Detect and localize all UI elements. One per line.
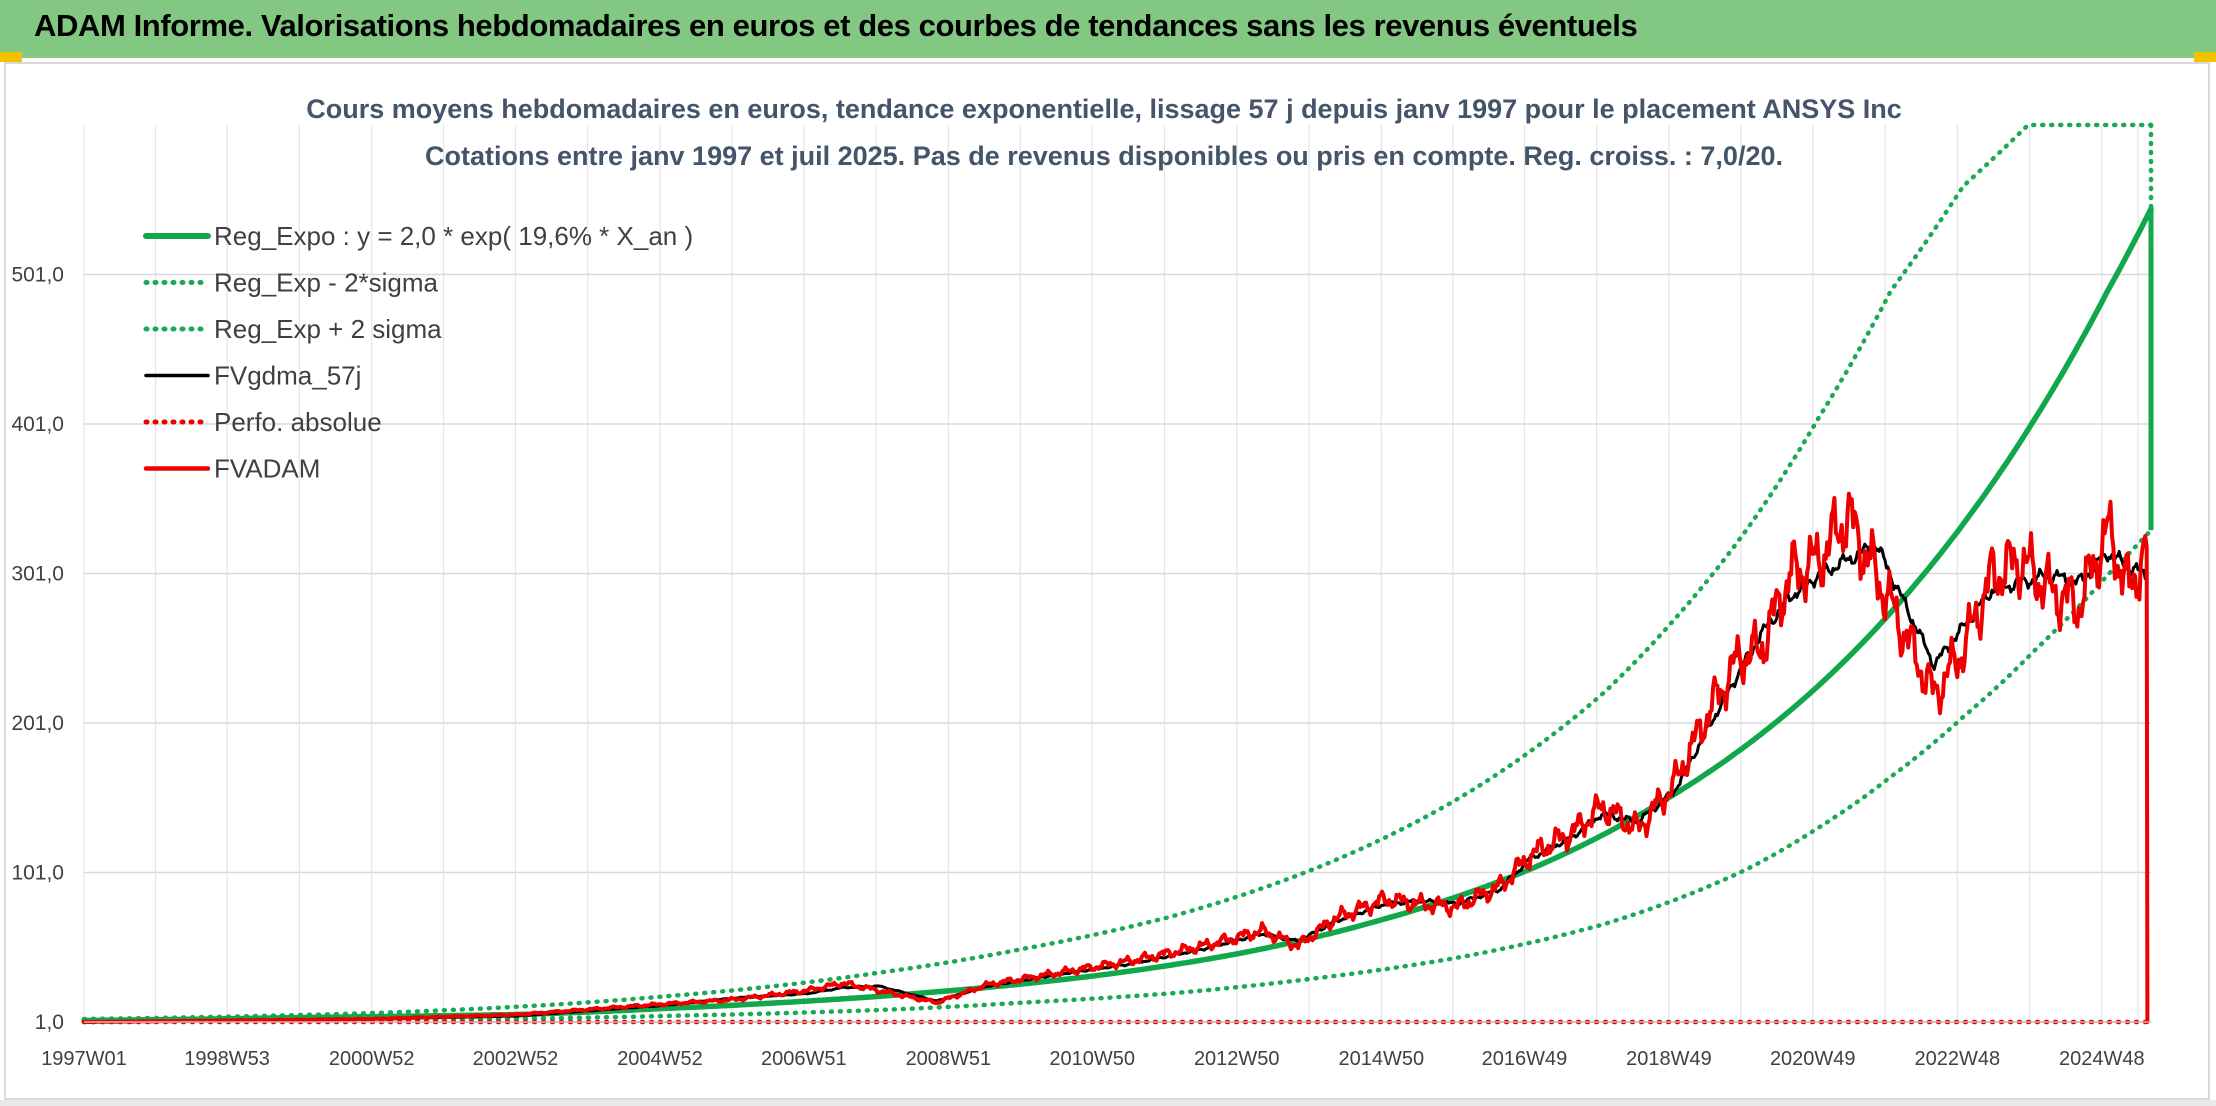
y-tick-label: 501,0 — [11, 264, 64, 287]
band-upper-line — [81, 122, 2154, 1022]
grid-layer — [83, 125, 2151, 1023]
x-tick-label: 2020W49 — [1770, 1048, 1856, 1070]
x-tick-label: 2024W48 — [2059, 1048, 2145, 1070]
smoothed-line — [82, 542, 2149, 1024]
y-tick-label: 401,0 — [11, 413, 64, 436]
x-tick-label: 2002W52 — [473, 1048, 559, 1070]
legend-label: Perfo. absolue — [214, 407, 382, 437]
x-tick-label: 2012W50 — [1194, 1048, 1280, 1070]
chart-title-line-2: Cotations entre janv 1997 et juil 2025. … — [425, 141, 1783, 171]
chart-frame — [4, 62, 2210, 1100]
band-lower-line — [81, 527, 2154, 1025]
chart-title-block: Cours moyens hebdomadaires en euros, ten… — [306, 94, 1902, 171]
legend-label: Reg_Exp - 2*sigma — [214, 268, 439, 298]
x-tick-label: 2014W50 — [1338, 1048, 1424, 1070]
x-tick-label: 2000W52 — [329, 1048, 415, 1070]
y-tick-label: 101,0 — [11, 862, 64, 885]
legend-label: FVgdma_57j — [214, 361, 361, 391]
x-tick-label: 2022W48 — [1914, 1048, 2000, 1070]
corner-accent-right — [2194, 52, 2216, 62]
x-tick-label: 2010W50 — [1049, 1048, 1135, 1070]
legend-label: Reg_Exp + 2 sigma — [214, 314, 442, 344]
y-tick-label: 1,0 — [35, 1011, 64, 1034]
price-line — [82, 491, 2150, 1024]
y-tick-label: 301,0 — [11, 563, 64, 586]
legend: Reg_Expo : y = 2,0 * exp( 19,6% * X_an )… — [143, 221, 693, 484]
axis-layer: 1,0 101,0 201,0 301,0 401,0 501,0 1997W01 1998W… — [11, 264, 2151, 1070]
corner-accent-left — [0, 52, 22, 62]
x-tick-label: 2008W51 — [906, 1048, 992, 1070]
y-tick-label: 201,0 — [11, 712, 64, 735]
x-tick-label: 2004W52 — [617, 1048, 703, 1070]
header-banner: ADAM Informe. Valorisations hebdomadaire… — [0, 0, 2216, 58]
x-tick-label: 2018W49 — [1626, 1048, 1712, 1070]
legend-label: FVADAM — [214, 454, 320, 484]
x-tick-label: 1998W53 — [184, 1048, 270, 1070]
page-title: ADAM Informe. Valorisations hebdomadaire… — [34, 8, 1638, 43]
bottom-strip — [0, 1100, 2216, 1106]
x-tick-label: 2016W49 — [1482, 1048, 1568, 1070]
legend-label: Reg_Expo : y = 2,0 * exp( 19,6% * X_an ) — [214, 221, 693, 251]
chart-title-line-1: Cours moyens hebdomadaires en euros, ten… — [306, 94, 1902, 124]
x-tick-label: 1997W01 — [41, 1048, 127, 1070]
x-tick-label: 2006W51 — [761, 1048, 847, 1070]
